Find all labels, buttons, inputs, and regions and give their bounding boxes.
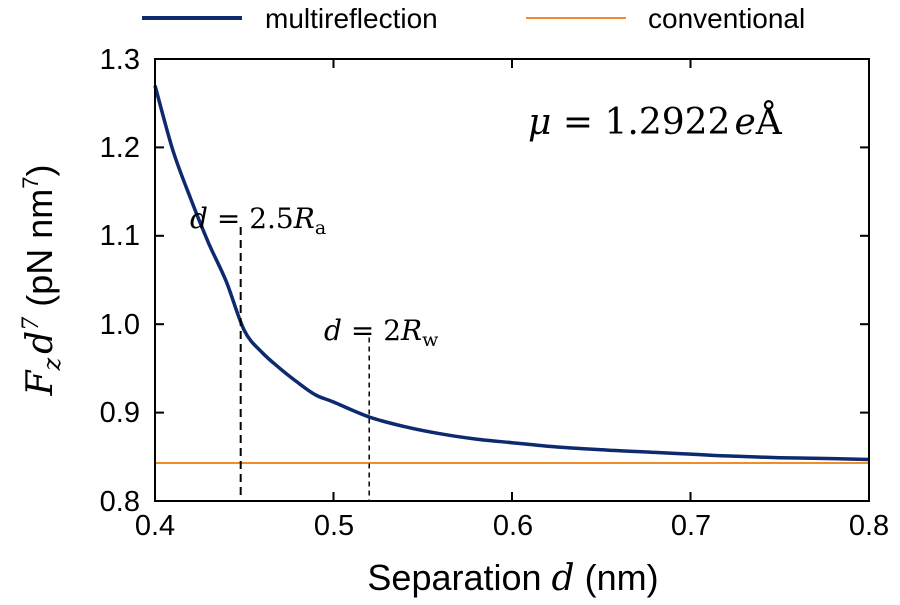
- y-tick-label: 1.3: [100, 44, 140, 76]
- legend-label-multireflection: multireflection: [265, 3, 438, 34]
- y-tick-label: 0.9: [100, 397, 140, 429]
- x-tick-label: 0.4: [135, 510, 175, 542]
- annotation-mu: μ = 1.2922 eÅ: [528, 101, 783, 143]
- annotation-d-2-rw: d = 2Rw: [324, 314, 439, 351]
- series-line-multireflection: [153, 85, 870, 462]
- legend: multireflection conventional: [142, 3, 805, 34]
- y-axis-label: Fzd7 (pN nm7): [18, 165, 66, 397]
- y-tick-label: 1.1: [100, 220, 140, 252]
- annotation-d-2-5-ra: d = 2.5Ra: [190, 202, 326, 239]
- axis-tick-labels: 0.4 0.5 0.6 0.7 0.8 0.8 0.9 1.0 1.1 1.2 …: [100, 44, 889, 542]
- x-tick-label: 0.5: [314, 510, 354, 542]
- legend-label-conventional: conventional: [648, 3, 805, 34]
- plot-frame: [154, 58, 870, 502]
- x-tick-label: 0.6: [493, 510, 533, 542]
- y-tick-label: 0.8: [100, 486, 140, 518]
- x-tick-label: 0.8: [849, 510, 889, 542]
- y-tick-label: 1.2: [100, 132, 140, 164]
- y-tick-label: 1.0: [100, 309, 140, 341]
- x-tick-label: 0.7: [671, 510, 711, 542]
- x-axis-label: Separation d (nm): [367, 557, 658, 599]
